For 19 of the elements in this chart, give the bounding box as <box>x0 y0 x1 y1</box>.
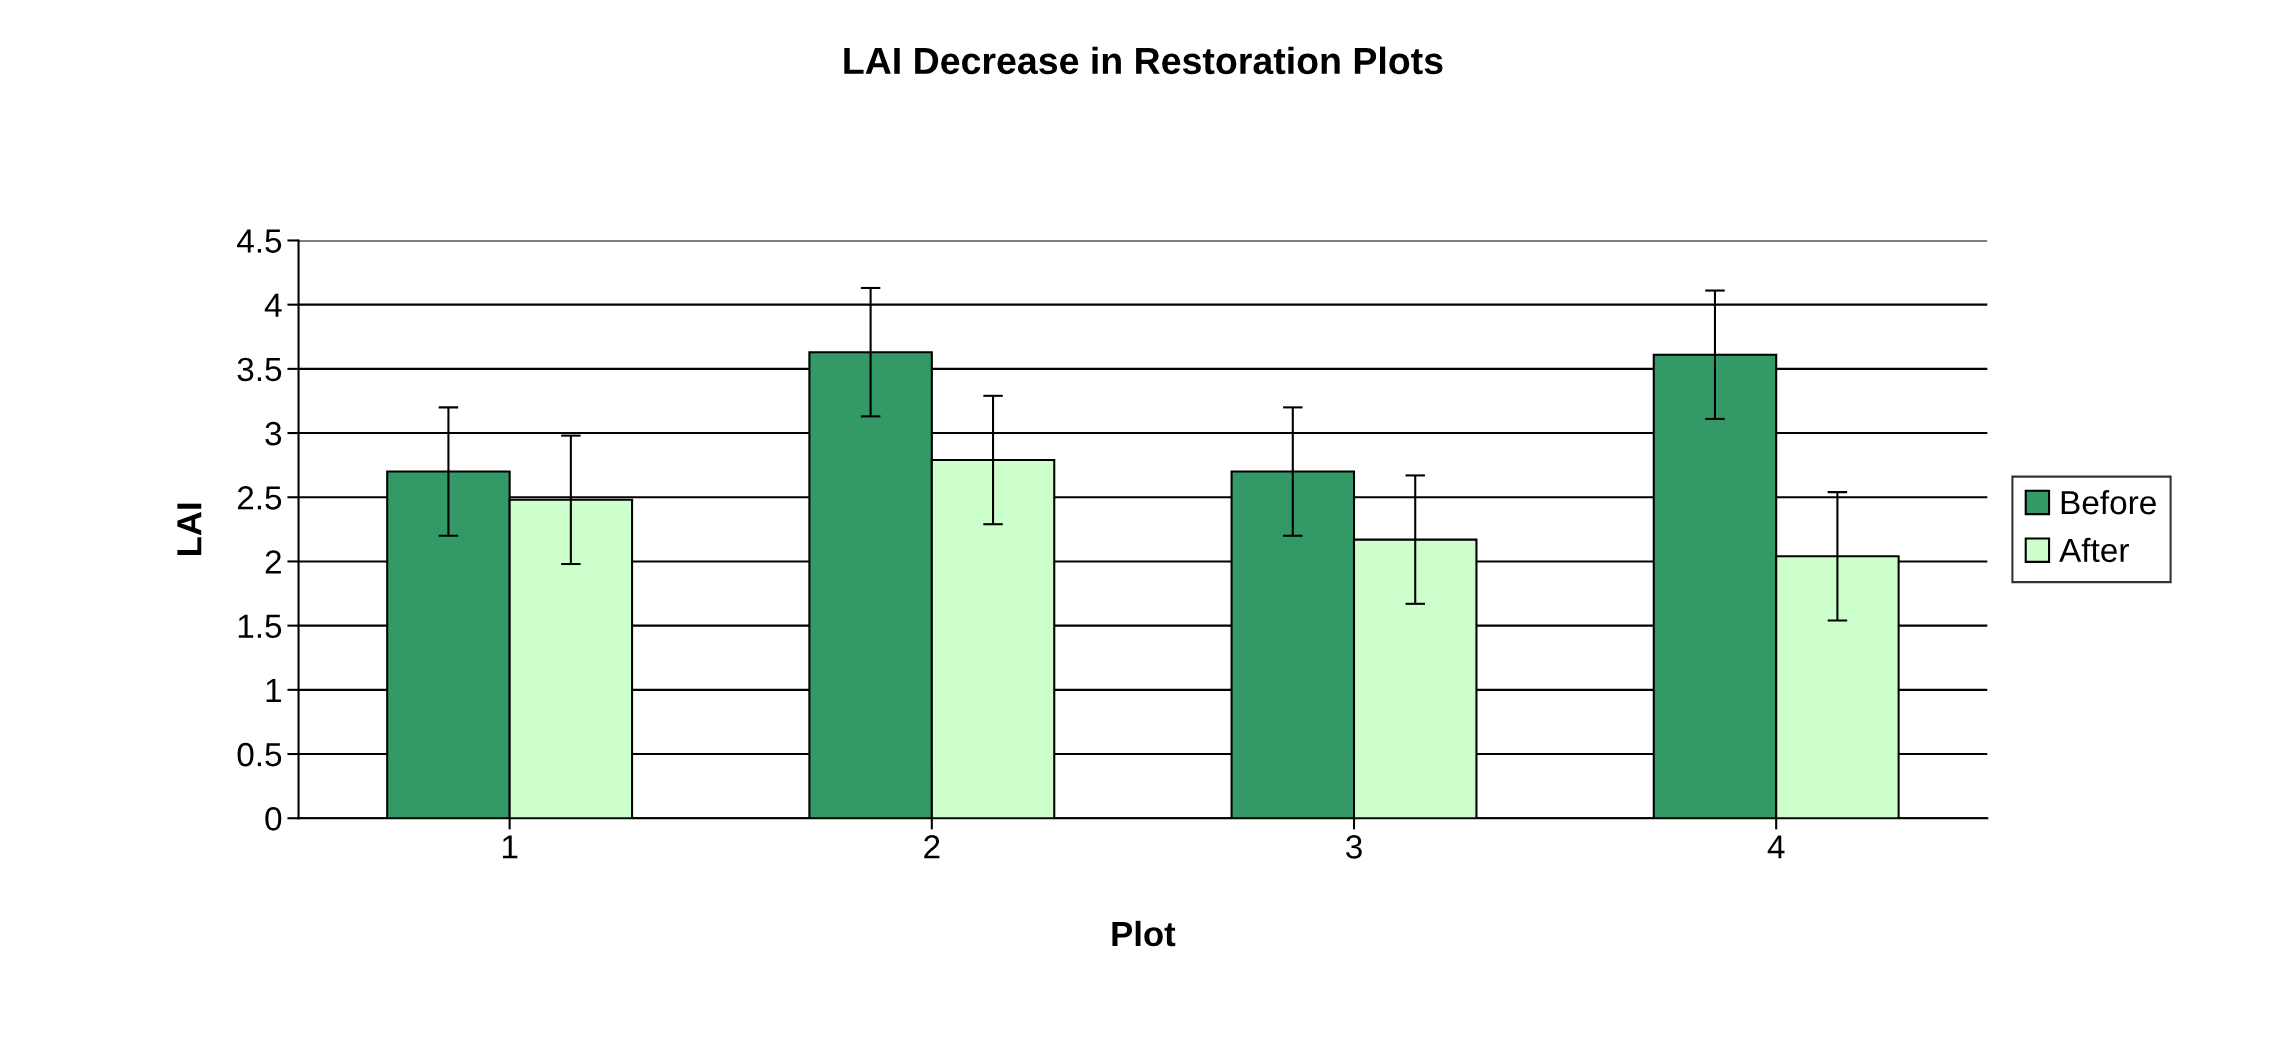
y-tick-label: 2.5 <box>237 486 282 510</box>
y-tick-label: 3.5 <box>237 357 282 382</box>
x-tick-label: 2 <box>924 835 940 859</box>
chart-title: LAI Decrease in Restoration Plots <box>844 46 1443 75</box>
y-tick-label: 2 <box>265 550 281 574</box>
x-tick-label: 3 <box>1346 835 1362 859</box>
y-tick-label: 0 <box>265 807 282 831</box>
legend-label: After <box>2059 537 2129 563</box>
y-tick-label: 1 <box>266 678 281 702</box>
y-tick-label: 4.5 <box>237 229 282 253</box>
x-axis-title: Plot <box>1112 920 1176 947</box>
y-tick-label: 3 <box>265 421 282 446</box>
x-tick-label: 1 <box>502 835 518 859</box>
y-tick-label: 1.5 <box>238 614 282 639</box>
y-axis-title: LAI <box>177 503 202 555</box>
y-tick-label: 0.5 <box>237 742 282 767</box>
x-tick-label: 4 <box>1767 835 1785 859</box>
legend-label: Before <box>2061 489 2156 515</box>
y-tick-label: 4 <box>264 293 282 317</box>
